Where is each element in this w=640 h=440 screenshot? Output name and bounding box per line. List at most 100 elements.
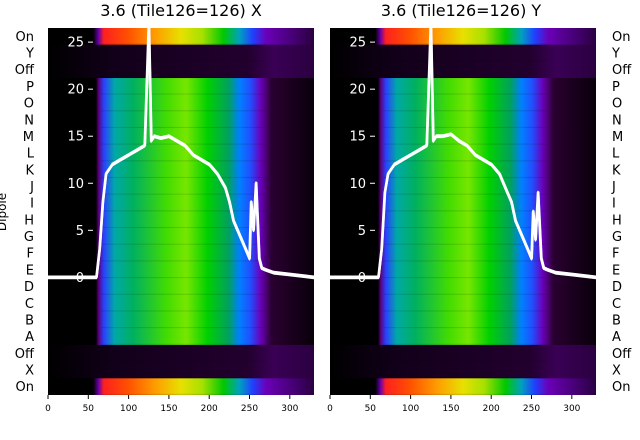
heatmap-row (330, 194, 596, 213)
row-label: On (612, 30, 630, 45)
row-label: A (612, 330, 621, 345)
row-label: X (25, 363, 34, 378)
row-separator (101, 226, 267, 229)
row-label: O (24, 97, 34, 112)
heatmap-row (330, 378, 596, 395)
row-separator (383, 60, 549, 62)
row-label: B (25, 313, 34, 328)
heatmap-row (48, 144, 314, 163)
row-label: A (25, 330, 34, 345)
row-label: On (16, 30, 34, 45)
heatmap-row (48, 261, 314, 279)
row-separator (101, 110, 267, 112)
row-separator (101, 343, 267, 345)
spectrum-line (330, 28, 596, 280)
heatmap-row (48, 111, 314, 129)
row-label: I (30, 197, 34, 212)
row-label: N (612, 113, 622, 128)
spectrum-trace (330, 28, 596, 280)
x-tick-label: 50 (83, 404, 95, 414)
row-label: Y (25, 47, 34, 62)
row-separator (383, 360, 549, 362)
row-label: E (26, 263, 34, 278)
row-separator (383, 260, 549, 262)
spectrum-trace (48, 28, 314, 280)
row-separator (383, 160, 549, 162)
chart-title: 3.6 (Tile126=126) Y (381, 1, 542, 20)
y-tick-label: 10 (349, 177, 366, 192)
heatmap-row (48, 378, 314, 395)
row-label: M (612, 130, 623, 145)
row-separator (101, 126, 267, 129)
row-separator (101, 60, 267, 62)
y-tick-label: 20 (349, 83, 366, 98)
row-label: K (25, 163, 34, 178)
row-label: Off (15, 347, 35, 362)
heatmap-row (330, 228, 596, 246)
x-tick-label: 0 (327, 404, 333, 414)
row-separator (383, 343, 549, 345)
row-label: X (612, 363, 621, 378)
row-label: D (24, 280, 34, 295)
heatmap-row (330, 328, 596, 346)
heatmap-row (330, 344, 596, 363)
row-label: C (25, 297, 34, 312)
row-separator (383, 310, 549, 312)
heatmap-row (330, 311, 596, 329)
row-separator (101, 277, 267, 279)
heatmap-row (48, 311, 314, 329)
row-label: Off (612, 63, 632, 78)
y-tick-label: 20 (67, 83, 84, 98)
row-label: O (612, 97, 622, 112)
heatmap-row (48, 328, 314, 346)
heatmap-row (48, 78, 314, 96)
heatmap-row (330, 361, 596, 379)
heatmap-row (330, 178, 596, 196)
row-label: P (612, 80, 620, 95)
heatmap-row (48, 161, 314, 179)
row-label: I (612, 197, 616, 212)
row-label: C (612, 297, 621, 312)
row-separator (101, 360, 267, 362)
row-separator (101, 160, 267, 162)
x-tick-label: 150 (160, 404, 177, 414)
row-label: J (611, 180, 616, 195)
row-separator (101, 327, 267, 329)
row-separator (383, 93, 549, 95)
row-separator (101, 176, 267, 179)
x-tick-label: 100 (120, 404, 137, 414)
row-separator (101, 93, 267, 95)
x-tick-label: 300 (563, 404, 580, 414)
x-tick-label: 300 (281, 404, 298, 414)
x-tick-label: 0 (45, 404, 51, 414)
row-separator (383, 377, 549, 379)
row-separator (101, 377, 267, 379)
spectrum-trace (48, 28, 314, 278)
row-separator (383, 126, 549, 129)
heatmap-cells (330, 28, 596, 395)
row-separator (383, 327, 549, 329)
x-tick-label: 150 (442, 404, 459, 414)
heatmap-row (330, 161, 596, 179)
y-tick-label: 15 (349, 130, 366, 145)
x-ticks: 0 50 100 150 200 250 300 (327, 395, 581, 414)
spectrum-line (48, 28, 314, 280)
heatmap-row (48, 44, 314, 62)
y-tick-label: 5 (358, 224, 366, 239)
heatmap-row (48, 344, 314, 363)
row-label: K (612, 163, 621, 178)
row-separator (101, 193, 267, 195)
y-tick-label: 25 (67, 36, 84, 51)
x-tick-label: 200 (483, 404, 500, 414)
row-label: F (612, 247, 619, 262)
heatmap-row (330, 128, 596, 146)
heatmap-row (48, 28, 314, 46)
heatmap-row (330, 294, 596, 313)
row-label: P (26, 80, 34, 95)
row-separator (101, 210, 267, 212)
row-label: D (612, 280, 622, 295)
row-separator (383, 193, 549, 195)
y-axis-label: Dipole (0, 193, 9, 231)
